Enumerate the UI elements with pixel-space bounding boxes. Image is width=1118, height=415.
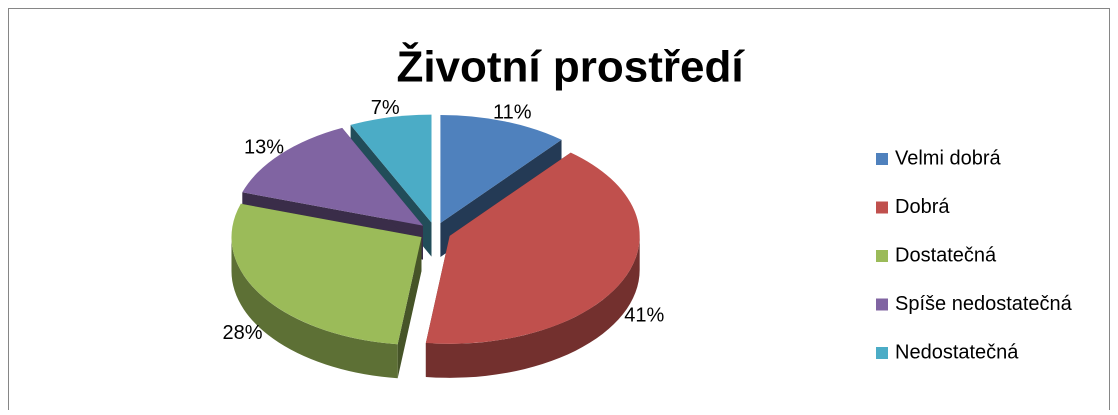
slice-top bbox=[242, 127, 423, 226]
legend-swatch bbox=[876, 201, 888, 214]
legend-label: Velmi dobrá bbox=[895, 147, 1001, 169]
slice-top bbox=[440, 114, 562, 223]
legend-label: Nedostatečná bbox=[895, 341, 1019, 363]
slice-top bbox=[350, 114, 432, 223]
data-label: 13% bbox=[244, 137, 284, 159]
legend-swatch bbox=[876, 250, 888, 262]
slice-side bbox=[397, 237, 422, 379]
data-label: 11% bbox=[493, 101, 532, 123]
data-label: 7% bbox=[371, 97, 400, 119]
slice-top bbox=[425, 152, 640, 344]
chart-title: Životní prostředí bbox=[396, 42, 745, 92]
legend-swatch bbox=[876, 298, 888, 311]
slice-top bbox=[231, 203, 422, 345]
legend-label: Dobrá bbox=[895, 196, 950, 218]
data-label: 28% bbox=[222, 322, 262, 344]
legend-swatch bbox=[876, 153, 888, 165]
slice-wall bbox=[425, 235, 640, 378]
legend-label: Spíše nedostatečná bbox=[895, 293, 1073, 315]
slice bbox=[425, 152, 640, 378]
slice bbox=[231, 203, 422, 379]
data-label: 41% bbox=[624, 304, 664, 326]
slice-wall bbox=[231, 237, 398, 379]
legend-swatch bbox=[876, 347, 888, 359]
legend-label: Dostatečná bbox=[895, 244, 997, 266]
